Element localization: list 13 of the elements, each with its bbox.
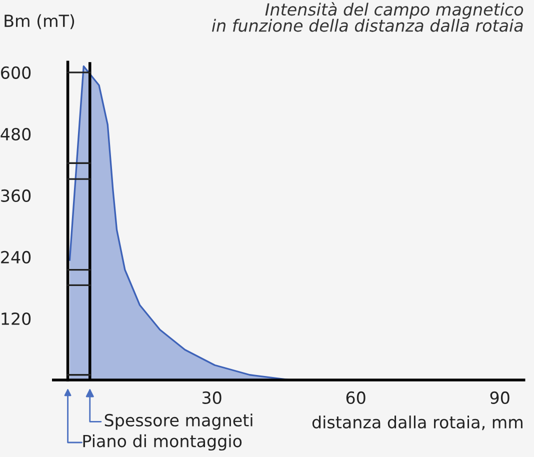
y-axis-title: Bm (mT) bbox=[4, 14, 74, 30]
y-tick-label: 480 bbox=[0, 128, 31, 140]
y-tick-label: 360 bbox=[1, 189, 31, 202]
x-tick-label: 90 bbox=[490, 391, 510, 404]
chart-title: Intensità del campo magnetico in funzione della distanza dalla rotaia bbox=[212, 2, 524, 32]
x-tick-label: 30 bbox=[202, 391, 222, 404]
y-tick-label: 120 bbox=[2, 312, 31, 326]
annotation: Spessore magneti bbox=[104, 414, 252, 430]
y-tick-label: 240 bbox=[1, 250, 31, 264]
x-tick-label: 60 bbox=[346, 391, 366, 404]
y-tick-label: 600 bbox=[1, 66, 31, 79]
x-axis-title: distanza dalla rotaia, mm bbox=[312, 416, 522, 430]
text: Piano di montaggio bbox=[83, 434, 242, 451]
